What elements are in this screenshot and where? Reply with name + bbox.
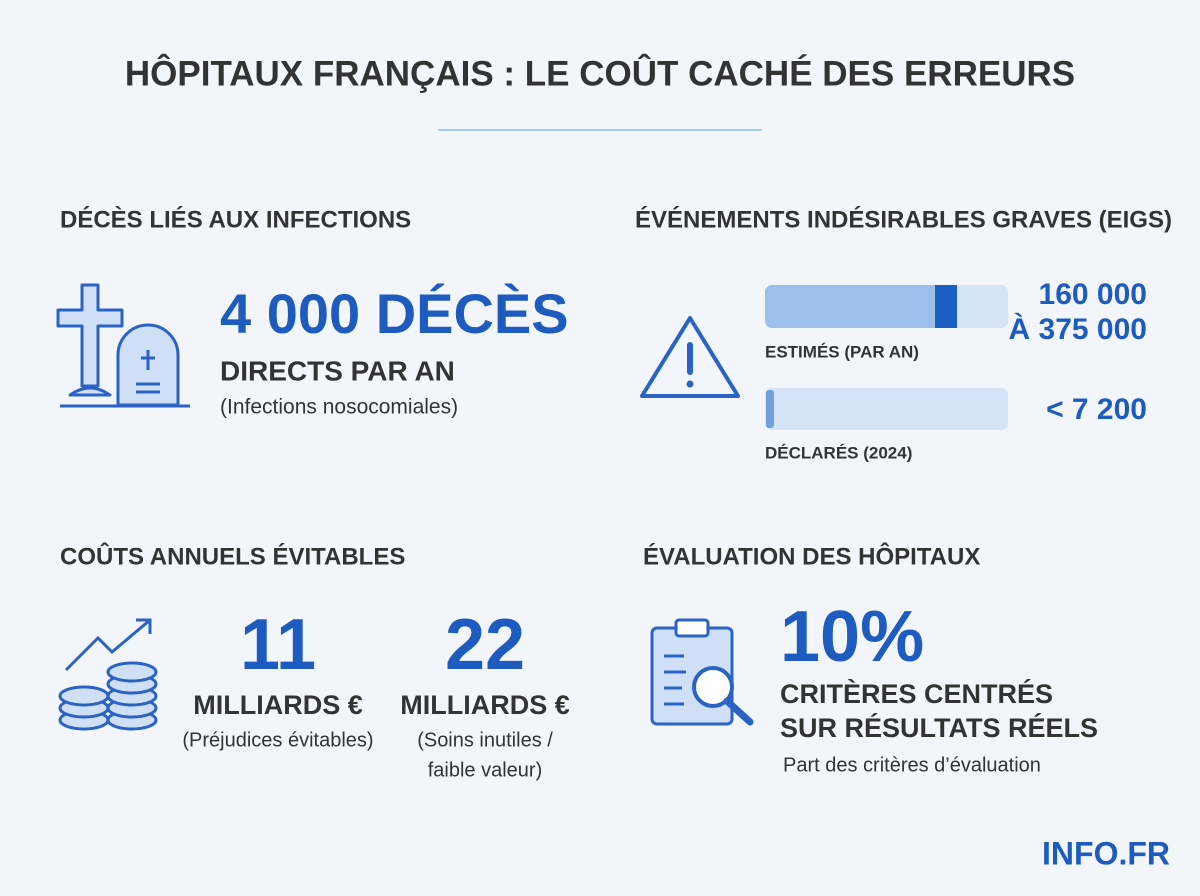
- note: (Préjudices évitables): [182, 729, 373, 751]
- bar-estimated: [765, 285, 1008, 328]
- section-title: ÉVÉNEMENTS INDÉSIRABLES GRAVES (EIGS): [635, 205, 1172, 233]
- brand: INFO.FR: [1042, 835, 1170, 871]
- subline: CRITÈRES CENTRÉS: [780, 678, 1053, 709]
- section-title: ÉVALUATION DES HÔPITAUX: [643, 542, 980, 570]
- note: Part des critères d’évaluation: [783, 754, 1041, 776]
- title: HÔPITAUX FRANÇAIS : LE COÛT CACHÉ DES ER…: [125, 53, 1075, 93]
- unit: MILLIARDS €: [193, 690, 363, 720]
- subline: DIRECTS PAR AN: [220, 355, 455, 386]
- headline: 4 000 DÉCÈS: [220, 282, 569, 345]
- number: 11: [240, 605, 316, 685]
- note: (Infections nosocomiales): [220, 396, 458, 419]
- label: DÉCLARÉS (2024): [765, 443, 912, 462]
- note: faible valeur): [428, 759, 543, 781]
- clipboard-icon: [650, 618, 754, 726]
- headline: 10%: [780, 597, 924, 677]
- grave-icon: [56, 283, 190, 408]
- unit: MILLIARDS €: [400, 690, 570, 720]
- label: ESTIMÉS (PAR AN): [765, 342, 919, 361]
- section-title: COÛTS ANNUELS ÉVITABLES: [60, 542, 405, 570]
- number: 22: [445, 605, 525, 685]
- value: À 375 000: [1009, 312, 1147, 346]
- warning-icon: [640, 316, 740, 398]
- value: 160 000: [1039, 278, 1147, 311]
- value: < 7 200: [1046, 393, 1147, 426]
- note: (Soins inutiles /: [417, 729, 553, 751]
- section-title: DÉCÈS LIÉS AUX INFECTIONS: [60, 205, 411, 233]
- coins-icon: [58, 618, 158, 731]
- bar-declared: [765, 388, 1008, 430]
- subline: SUR RÉSULTATS RÉELS: [780, 712, 1098, 743]
